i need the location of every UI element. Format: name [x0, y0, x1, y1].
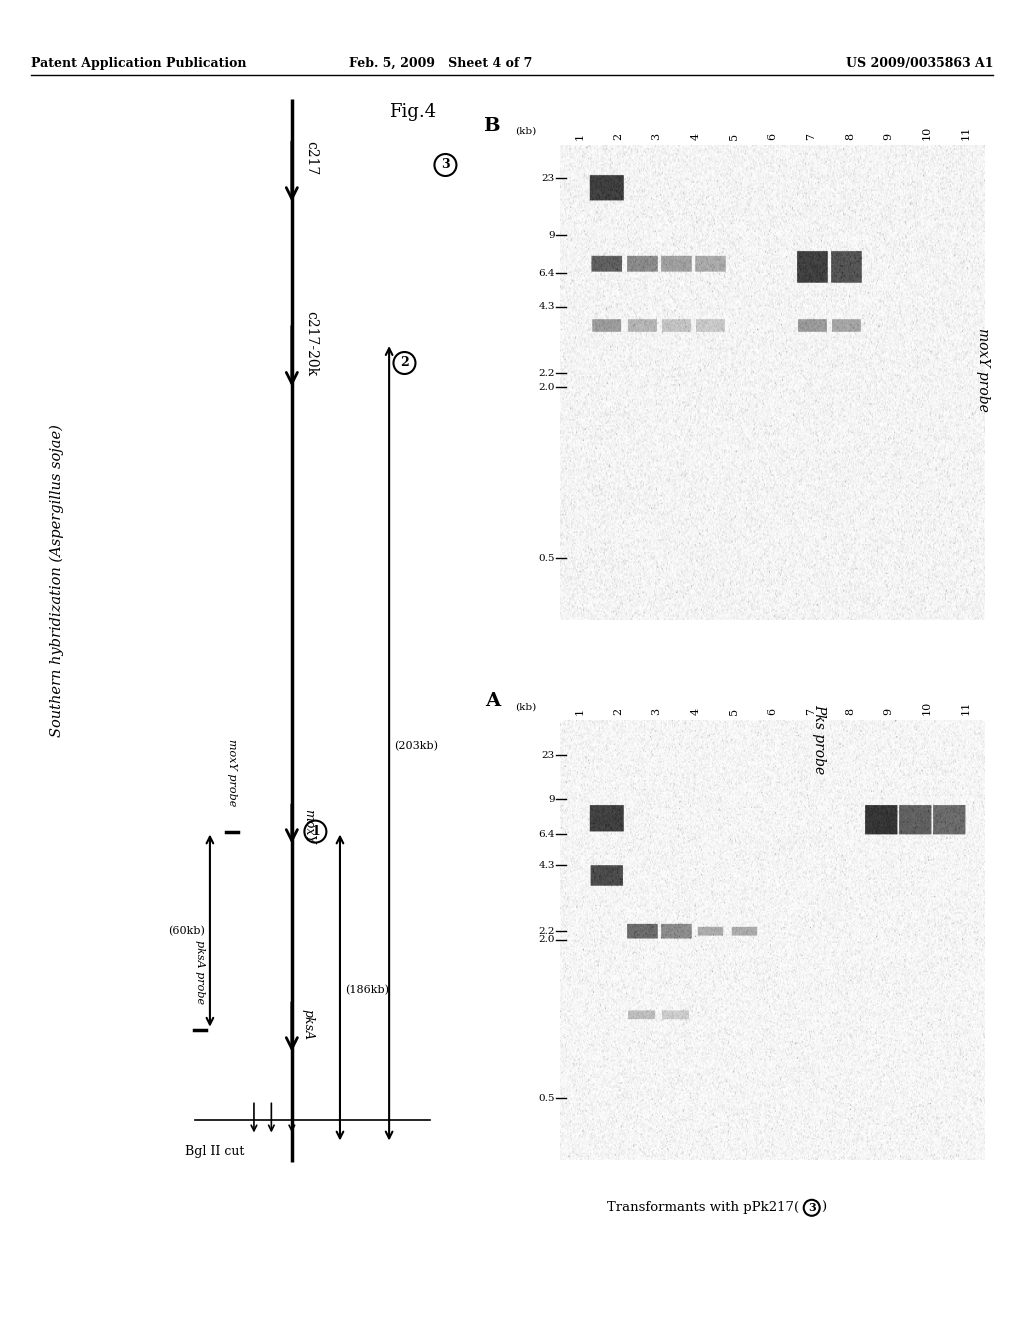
Text: 2.0: 2.0	[539, 936, 555, 945]
Text: 9: 9	[549, 795, 555, 804]
Text: c217: c217	[304, 141, 317, 176]
Text: Pks probe: Pks probe	[812, 704, 826, 775]
Text: 6: 6	[768, 708, 777, 715]
Text: 1: 1	[574, 708, 585, 715]
Text: B: B	[483, 117, 500, 135]
Text: 6.4: 6.4	[539, 830, 555, 840]
Text: 9: 9	[884, 133, 893, 140]
Text: 6.4: 6.4	[539, 269, 555, 277]
Text: Fig.4: Fig.4	[389, 103, 436, 121]
Text: 2: 2	[613, 708, 623, 715]
Text: 4.3: 4.3	[539, 302, 555, 312]
Text: 9: 9	[549, 231, 555, 240]
Text: Patent Application Publication: Patent Application Publication	[31, 57, 246, 70]
Text: 3: 3	[651, 708, 662, 715]
Text: ): )	[820, 1201, 825, 1214]
Text: pksA: pksA	[302, 1008, 314, 1040]
Text: (60kb): (60kb)	[168, 925, 205, 936]
Text: Transformants with pPk217(: Transformants with pPk217(	[606, 1201, 799, 1214]
Text: 4: 4	[690, 133, 700, 140]
Text: 2.2: 2.2	[539, 927, 555, 936]
Text: 9: 9	[884, 708, 893, 715]
Text: (kb): (kb)	[515, 127, 537, 136]
Text: 0.5: 0.5	[539, 554, 555, 562]
Text: 2: 2	[613, 133, 623, 140]
Text: c217-20k: c217-20k	[304, 310, 317, 376]
Text: 3: 3	[441, 158, 450, 172]
Text: moxY probe: moxY probe	[976, 327, 990, 412]
Text: Feb. 5, 2009   Sheet 4 of 7: Feb. 5, 2009 Sheet 4 of 7	[348, 57, 532, 70]
Text: 11: 11	[961, 701, 971, 715]
Text: Bgl II cut: Bgl II cut	[185, 1146, 245, 1159]
Text: 0.5: 0.5	[539, 1094, 555, 1104]
Text: A: A	[485, 692, 500, 710]
Text: 11: 11	[961, 125, 971, 140]
Text: 2.2: 2.2	[539, 368, 555, 378]
Text: 7: 7	[806, 708, 816, 715]
Text: 10: 10	[922, 701, 932, 715]
Text: 2.0: 2.0	[539, 383, 555, 392]
Text: 4.3: 4.3	[539, 861, 555, 870]
Text: 7: 7	[806, 133, 816, 140]
Text: 10: 10	[922, 125, 932, 140]
Text: moxY probe: moxY probe	[227, 739, 238, 807]
Text: 4: 4	[690, 708, 700, 715]
Text: 23: 23	[542, 174, 555, 182]
Text: pksA probe: pksA probe	[195, 940, 205, 1005]
Text: moxY: moxY	[302, 809, 314, 843]
Text: (186kb): (186kb)	[345, 985, 389, 995]
Text: 23: 23	[542, 751, 555, 760]
Text: 1: 1	[574, 133, 585, 140]
Text: 5: 5	[729, 133, 739, 140]
Text: Southern hybridization (Aspergillus sojae): Southern hybridization (Aspergillus soja…	[49, 424, 63, 738]
Text: 5: 5	[729, 708, 739, 715]
Text: 8: 8	[845, 708, 855, 715]
Text: 6: 6	[768, 133, 777, 140]
Text: US 2009/0035863 A1: US 2009/0035863 A1	[846, 57, 993, 70]
Text: 2: 2	[400, 356, 409, 370]
Text: 3: 3	[808, 1203, 815, 1213]
Text: 8: 8	[845, 133, 855, 140]
Text: (203kb): (203kb)	[394, 741, 438, 751]
Text: (kb): (kb)	[515, 702, 537, 711]
Text: 3: 3	[651, 133, 662, 140]
Text: 1: 1	[311, 825, 319, 838]
